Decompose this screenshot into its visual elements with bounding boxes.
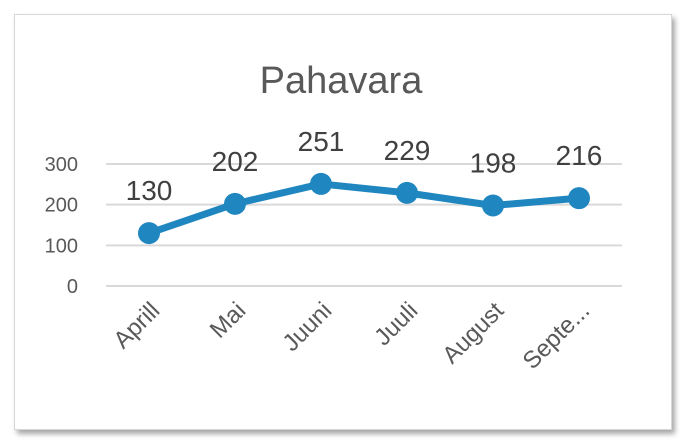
data-point bbox=[138, 222, 160, 245]
data-labels: 130 202 251 229 198 216 bbox=[126, 126, 603, 206]
x-tick-label: Septe... bbox=[518, 297, 596, 375]
data-label: 130 bbox=[126, 175, 173, 206]
data-label: 251 bbox=[298, 126, 345, 157]
data-label: 198 bbox=[470, 147, 517, 178]
series-line bbox=[145, 180, 583, 237]
chart-card bbox=[14, 14, 672, 430]
x-tick-label: Juuli bbox=[369, 297, 423, 351]
data-points bbox=[138, 172, 590, 245]
y-tick-label: 300 bbox=[45, 154, 78, 176]
data-label: 229 bbox=[384, 135, 431, 166]
x-tick-label: Mai bbox=[205, 297, 251, 343]
data-point bbox=[396, 181, 418, 204]
x-tick-label: Juuni bbox=[278, 297, 338, 357]
y-axis-ticks: 0 100 200 300 bbox=[45, 154, 78, 298]
gridlines bbox=[106, 163, 622, 287]
data-point bbox=[568, 187, 590, 210]
x-axis-ticks: Aprill Mai Juuni Juuli August Septe... bbox=[108, 297, 595, 375]
y-tick-label: 200 bbox=[45, 195, 78, 217]
data-label: 202 bbox=[212, 146, 259, 177]
data-point bbox=[224, 192, 246, 215]
chart-title: Pahavara bbox=[260, 60, 424, 102]
x-tick-label: Aprill bbox=[108, 297, 165, 354]
data-label: 216 bbox=[556, 140, 603, 171]
x-tick-label: August bbox=[437, 297, 509, 369]
data-point bbox=[310, 172, 332, 195]
y-tick-label: 100 bbox=[45, 235, 78, 257]
y-tick-label: 0 bbox=[67, 276, 78, 298]
data-point bbox=[482, 194, 504, 217]
